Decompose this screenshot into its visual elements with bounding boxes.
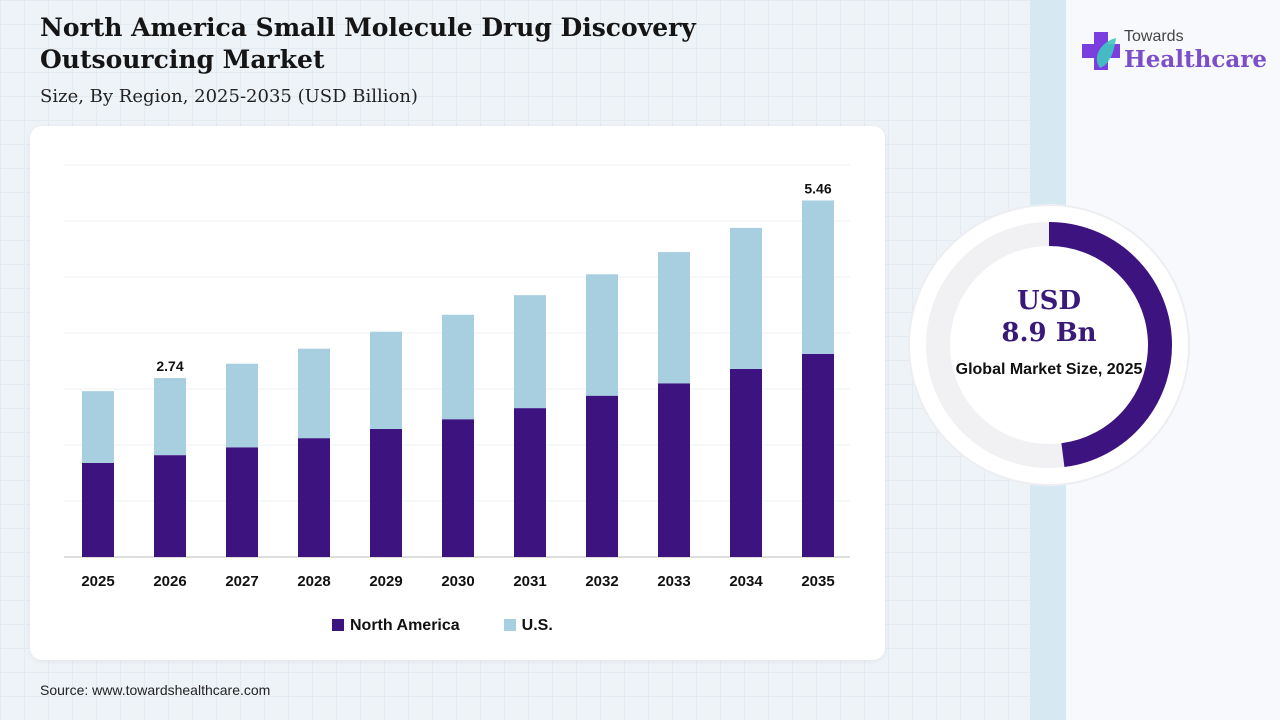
bar-north-america-2031: [514, 408, 546, 557]
data-label: 2.74: [156, 358, 183, 374]
donut-arc: [1048, 222, 1172, 468]
bar-us-2026: [154, 378, 186, 456]
brand-logo: Towards Healthcare: [1080, 28, 1267, 79]
logo-line2: Healthcare: [1124, 46, 1268, 73]
x-tick-label: 2033: [657, 573, 690, 590]
bar-north-america-2030: [442, 419, 474, 557]
legend-us: U.S.: [503, 617, 553, 635]
bar-us-2032: [586, 274, 618, 396]
page-subtitle: Size, By Region, 2025-2035 (USD Billion): [40, 86, 418, 107]
bar-north-america-2028: [298, 438, 330, 557]
bar-north-america-2027: [226, 447, 258, 557]
bar-us-2027: [226, 363, 258, 448]
bar-us-2031: [514, 295, 546, 409]
x-tick-label: 2032: [585, 573, 618, 590]
legend-north-america: North America: [332, 617, 460, 635]
chart-legend: North America U.S.: [332, 617, 553, 635]
data-label: 5.46: [804, 180, 831, 196]
bar-us-2034: [730, 227, 762, 369]
x-tick-label: 2025: [81, 573, 114, 590]
x-tick-label: 2034: [729, 573, 763, 590]
x-tick-label: 2027: [225, 573, 258, 590]
x-tick-label: 2031: [513, 573, 546, 590]
bar-north-america-2035: [802, 353, 834, 557]
bar-north-america-2033: [658, 383, 690, 557]
bar-us-2035: [802, 200, 834, 354]
x-tick-label: 2035: [801, 573, 834, 590]
bar-north-america-2025: [82, 462, 114, 557]
x-tick-label: 2026: [153, 573, 186, 590]
bar-north-america-2034: [730, 368, 762, 557]
market-size-currency: USD: [1017, 286, 1081, 316]
x-tick-label: 2029: [369, 573, 402, 590]
bar-us-2030: [442, 314, 474, 420]
market-size-value: 8.9 Bn: [1001, 318, 1097, 348]
chart-card: 2025 2026 2.74 2027 2028 2029 2030 2031 2032 2033…: [30, 126, 885, 660]
source-note: Source: www.towardshealthcare.com: [40, 682, 271, 698]
bar-us-2029: [370, 331, 402, 430]
market-size-summary: USD 8.9 Bn Global Market Size, 2025: [930, 285, 1168, 381]
bar-us-2028: [298, 348, 330, 439]
bar-us-2025: [82, 391, 114, 463]
bar-north-america-2032: [586, 395, 618, 557]
x-tick-label: 2030: [441, 573, 474, 590]
bar-us-2033: [658, 252, 690, 384]
medical-cross-icon: [1082, 32, 1120, 70]
bar-north-america-2029: [370, 429, 402, 557]
logo-line1: Towards: [1124, 28, 1184, 45]
bar-north-america-2026: [154, 455, 186, 557]
legend-swatch: [332, 619, 344, 631]
market-size-label: Global Market Size, 2025: [955, 361, 1143, 378]
bar-chart: 2025 2026 2.74 2027 2028 2029 2030 2031 2032 2033…: [64, 164, 850, 590]
x-tick-label: 2028: [297, 573, 330, 590]
market-size-donut: [908, 204, 1190, 486]
page-title: North America Small Molecule Drug Discov…: [40, 13, 696, 74]
legend-swatch: [503, 619, 516, 631]
